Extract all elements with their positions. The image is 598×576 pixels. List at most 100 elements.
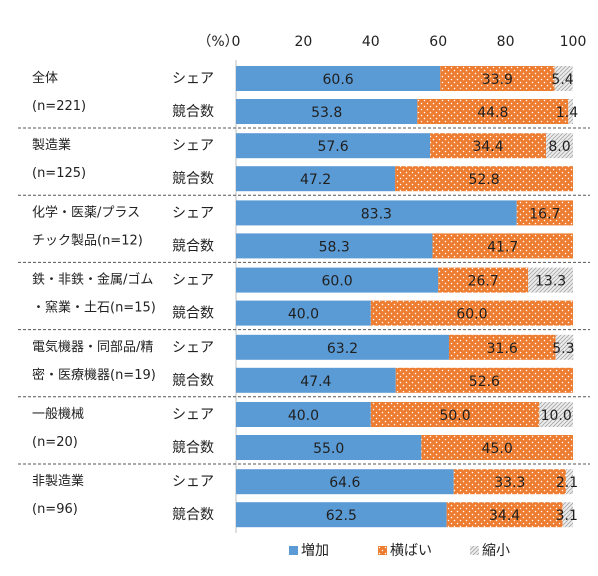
bar-segment [236, 435, 422, 460]
value-label: 60.0 [322, 274, 353, 290]
value-label: 47.2 [300, 172, 331, 188]
bar-segment [440, 66, 555, 91]
row-label: 競合数 [172, 373, 214, 389]
x-tick-label: 100 [560, 34, 587, 50]
value-label: 83.3 [361, 206, 392, 222]
value-label: 5.3 [552, 341, 574, 357]
value-label: 16.7 [529, 206, 560, 222]
bar-segment [370, 300, 573, 326]
row-label: 競合数 [172, 171, 214, 187]
group-label: (n=20) [32, 435, 78, 450]
value-label: 33.3 [494, 475, 525, 491]
group-label: (n=125) [32, 166, 86, 181]
bar-segment [236, 99, 418, 124]
bar-segment [236, 267, 439, 293]
row-label: 競合数 [172, 507, 214, 523]
legend-swatch [378, 546, 387, 555]
bar-segment [236, 502, 447, 528]
group-label: 鉄・非鉄・金属/ゴム [32, 272, 153, 288]
bar-segment [539, 402, 573, 427]
value-label: 45.0 [482, 441, 513, 457]
bar-segment [555, 334, 574, 360]
value-label: 47.4 [300, 374, 331, 390]
value-label: 62.5 [326, 508, 357, 524]
bar-segment [446, 502, 563, 528]
row-label: シェア [172, 205, 214, 221]
group-label: 電気機器・同部品/精 [32, 339, 153, 355]
bar-segment [236, 200, 517, 226]
legend-label: 増加 [301, 543, 329, 559]
value-label: 5.4 [551, 72, 573, 88]
group-label: (n=96) [32, 502, 78, 517]
group-label: 製造業 [32, 137, 71, 153]
group-label: ・窯業・土石(n=15) [32, 300, 156, 316]
x-tick-label: 80 [497, 34, 515, 50]
bar-segment [236, 233, 433, 259]
legend-swatch [289, 546, 298, 555]
legend: 増加 横ばい 縮小 [289, 543, 510, 559]
bar-segment [236, 66, 441, 91]
x-tick-label: 20 [294, 34, 312, 50]
legend-label: 縮小 [482, 543, 510, 559]
bar-segment [236, 402, 371, 427]
value-label: 52.8 [468, 172, 499, 188]
group-label: 全体 [32, 70, 58, 86]
bar-segment [370, 402, 540, 427]
value-label: 34.4 [489, 508, 520, 524]
row-label: 競合数 [172, 440, 214, 456]
bar-segment [453, 469, 566, 495]
row-label: シェア [172, 407, 214, 423]
bar-segment [568, 99, 573, 124]
row-label: 競合数 [172, 104, 214, 120]
group-label: (n=221) [32, 99, 86, 114]
bar-segment [236, 300, 371, 326]
value-label: 3.1 [556, 508, 578, 524]
value-label: 33.9 [482, 72, 513, 88]
row-label: 競合数 [172, 306, 214, 322]
row-label: 競合数 [172, 238, 214, 254]
bar-segment [438, 267, 529, 293]
bar-segment [448, 334, 556, 360]
bar-segment [421, 435, 573, 460]
value-label: 60.0 [456, 307, 487, 323]
value-label: 34.4 [472, 139, 503, 155]
row-label: シェア [172, 273, 214, 289]
x-tick-label: 40 [362, 34, 380, 50]
bar-segment [417, 99, 569, 124]
group-label: 一般機械 [32, 406, 84, 422]
value-label: 64.6 [329, 475, 360, 491]
value-label: 53.8 [311, 105, 342, 121]
value-label: 2.1 [556, 475, 578, 491]
x-tick-label: 0 [232, 34, 241, 50]
value-label: 31.6 [487, 341, 518, 357]
bar-segment [236, 166, 396, 192]
row-label: シェア [172, 71, 214, 87]
value-label: 55.0 [313, 441, 344, 457]
value-label: 50.0 [439, 408, 470, 424]
value-label: 10.0 [541, 408, 572, 424]
x-axis-ticks: 0 20 40 60 80 100 [232, 34, 587, 50]
bar-segment [554, 66, 573, 91]
x-tick-label: 60 [429, 34, 447, 50]
group-label: 密・医療機器(n=19) [32, 367, 156, 383]
legend-swatch [470, 546, 479, 555]
bar-segment [516, 200, 573, 226]
row-label: シェア [172, 138, 214, 154]
row-label: シェア [172, 474, 214, 490]
group-label: 非製造業 [32, 473, 84, 489]
value-label: 63.2 [327, 341, 358, 357]
bar-segment [236, 367, 396, 393]
group-label: チック製品(n=12) [32, 233, 143, 248]
value-label: 13.3 [535, 274, 566, 290]
bar-segment [395, 166, 573, 192]
bar-segment [528, 267, 573, 293]
value-label: 40.0 [288, 408, 319, 424]
value-label: 58.3 [319, 239, 350, 255]
bar-segment [236, 469, 454, 495]
value-label: 8.0 [548, 139, 570, 155]
value-label: 1.4 [556, 105, 578, 121]
value-label: 44.8 [477, 105, 508, 121]
value-label: 60.6 [323, 72, 354, 88]
value-label: 26.7 [468, 274, 499, 290]
